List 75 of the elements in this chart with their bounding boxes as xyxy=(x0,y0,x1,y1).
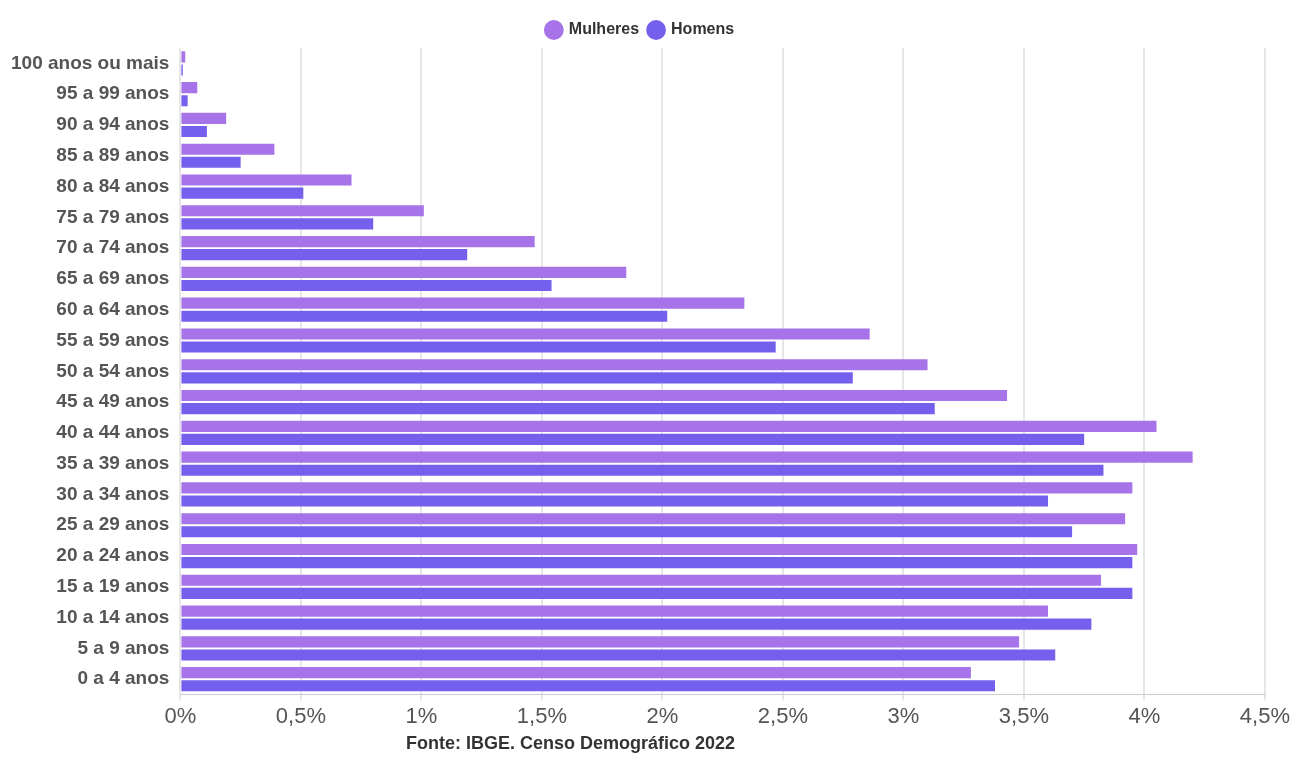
y-tick-label: 40 a 44 anos xyxy=(56,421,170,443)
bar xyxy=(181,649,1056,661)
y-tick-label: 90 a 94 anos xyxy=(56,113,170,135)
bar xyxy=(181,587,1133,599)
y-tick-label: 65 a 69 anos xyxy=(56,267,170,289)
bar xyxy=(181,341,776,353)
bar xyxy=(181,389,1008,402)
x-tick-label: 0% xyxy=(164,702,197,728)
x-tick-label: 1,5% xyxy=(516,702,567,728)
bar xyxy=(181,297,745,309)
y-tick-label: 35 a 39 anos xyxy=(56,451,170,473)
bar xyxy=(181,249,468,261)
bar xyxy=(181,451,1193,463)
bar xyxy=(181,680,995,692)
y-tick-label: 30 a 34 anos xyxy=(56,482,170,504)
y-tick-label: 85 a 89 anos xyxy=(56,144,170,165)
bar xyxy=(181,636,1020,648)
bar xyxy=(181,667,971,679)
bar xyxy=(181,433,1085,445)
y-tick-label: 75 a 79 anos xyxy=(56,205,170,227)
bar xyxy=(181,95,188,107)
bar xyxy=(181,51,186,63)
x-tick-label: 2% xyxy=(646,702,679,728)
bar xyxy=(181,526,1073,538)
bar xyxy=(181,112,227,124)
bar xyxy=(181,372,853,384)
bar xyxy=(181,605,1049,617)
x-tick-label: 3% xyxy=(887,702,920,728)
bar xyxy=(181,420,1157,432)
x-tick-label: 2,5% xyxy=(757,702,808,728)
y-tick-label: 25 a 29 anos xyxy=(56,513,170,535)
x-tick-label: 3,5% xyxy=(998,702,1049,728)
bar xyxy=(181,279,552,292)
bar xyxy=(181,174,352,186)
y-tick-label: 20 a 24 anos xyxy=(56,544,170,566)
y-tick-label: 95 a 99 anos xyxy=(56,82,170,104)
y-tick-label: 100 anos ou mais xyxy=(11,51,170,73)
x-tick-label: 0,5% xyxy=(275,702,326,728)
bar xyxy=(181,218,374,230)
y-tick-label: 50 a 54 anos xyxy=(56,359,170,381)
bar xyxy=(181,513,1126,525)
legend-label: Mulheres xyxy=(568,20,640,38)
source-note: Fonte: IBGE. Censo Demográfico 2022 xyxy=(404,733,737,754)
bar xyxy=(181,557,1133,569)
bar xyxy=(181,495,1049,507)
bar xyxy=(181,403,935,415)
bar xyxy=(181,205,424,217)
y-tick-label: 45 a 49 anos xyxy=(56,390,170,412)
bar xyxy=(181,574,1102,586)
y-tick-label: 80 a 84 anos xyxy=(56,174,170,196)
bar xyxy=(181,310,668,322)
bar xyxy=(181,464,1104,476)
bar xyxy=(181,482,1133,494)
bar xyxy=(181,187,304,199)
y-tick-label: 15 a 19 anos xyxy=(56,575,170,597)
bar xyxy=(181,236,535,248)
bar xyxy=(181,543,1138,556)
x-tick-label: 1% xyxy=(405,702,438,728)
y-tick-label: 5 a 9 anos xyxy=(77,636,170,658)
legend-label: Homens xyxy=(671,20,735,38)
bar xyxy=(181,359,928,371)
x-tick-label: 4,5% xyxy=(1239,702,1291,728)
y-tick-label: 55 a 59 anos xyxy=(56,328,170,350)
bar xyxy=(181,156,241,168)
y-tick-label: 10 a 14 anos xyxy=(56,605,170,627)
bar xyxy=(181,125,207,138)
bar xyxy=(181,82,198,94)
x-tick-label: 4% xyxy=(1128,702,1161,728)
y-tick-label: 60 a 64 anos xyxy=(56,297,170,319)
bar xyxy=(181,618,1092,630)
bar xyxy=(181,328,870,340)
y-tick-label: 0 a 4 anos xyxy=(77,667,170,689)
bar xyxy=(181,266,627,278)
bar xyxy=(181,143,275,155)
y-tick-label: 70 a 74 anos xyxy=(56,236,170,258)
